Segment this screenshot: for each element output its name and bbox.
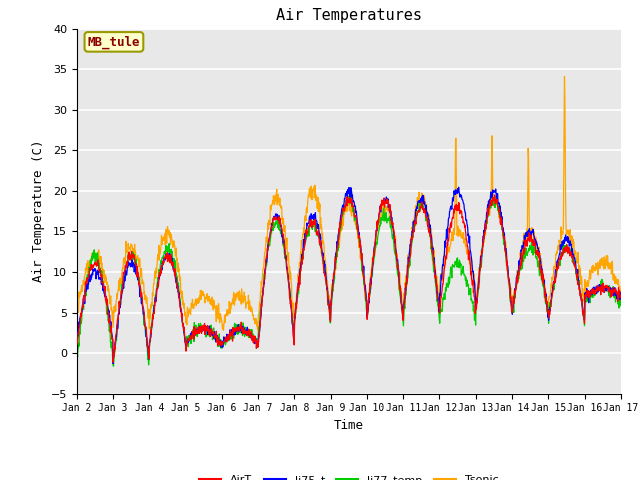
Y-axis label: Air Temperature (C): Air Temperature (C): [32, 140, 45, 282]
Title: Air Temperatures: Air Temperatures: [276, 9, 422, 24]
Legend: AirT, li75_t, li77_temp, Tsonic: AirT, li75_t, li77_temp, Tsonic: [195, 470, 503, 480]
X-axis label: Time: Time: [334, 419, 364, 432]
Text: MB_tule: MB_tule: [88, 35, 140, 48]
